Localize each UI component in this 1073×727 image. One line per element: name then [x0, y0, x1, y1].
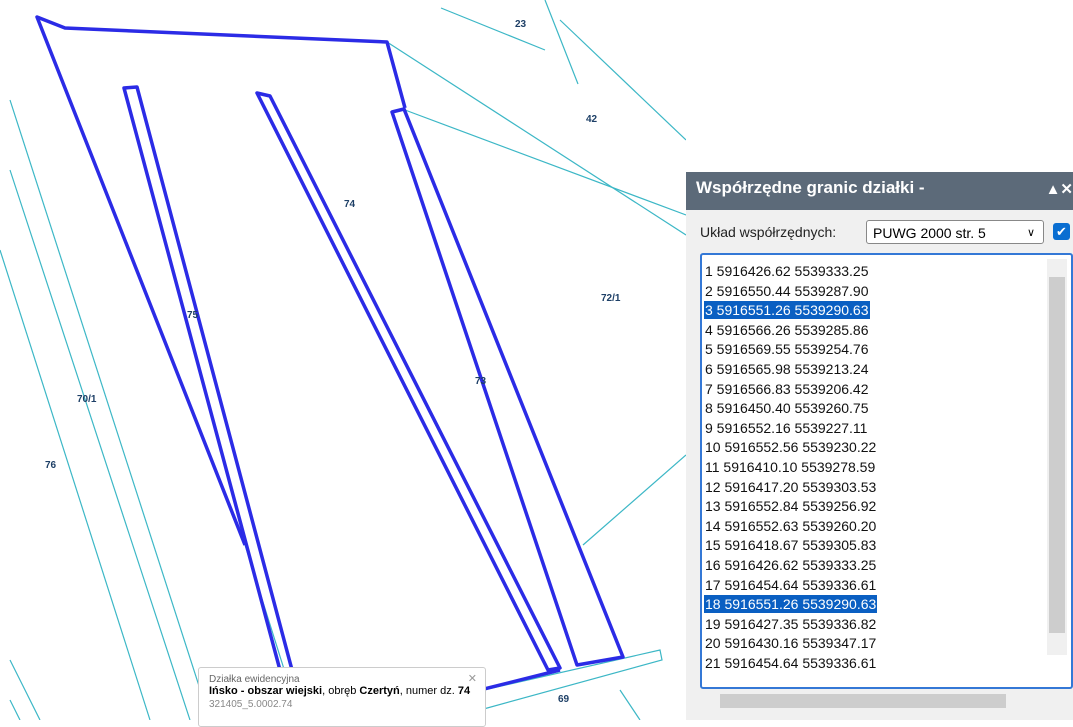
horizontal-scrollbar[interactable] [700, 690, 1073, 712]
popup-description: Ińsko - obszar wiejski, obręb Czertyń, n… [209, 685, 475, 697]
popup-text: 74 [457, 685, 471, 697]
coordinate-row: 16 5916426.62 5539333.25 [705, 557, 877, 573]
coordinate-row: 6 5916565.98 5539213.24 [705, 361, 869, 377]
coordinate-row: 7 5916566.83 5539206.42 [705, 380, 869, 397]
selected-parcel [35, 15, 625, 702]
coordinate-row: 1 5916426.62 5539333.25 [705, 263, 869, 279]
coordinate-row: 11 5916410.10 5539278.59 [705, 459, 876, 475]
system-label: Układ współrzędnych: [700, 224, 837, 240]
parcel-borders [0, 0, 686, 720]
coordinates-panel: Współrzędne granic działki - ▲✕ Układ wsp… [686, 172, 1073, 720]
select-value: PUWG 2000 str. 5 [873, 225, 986, 241]
coordinate-row: 18 5916551.26 5539290.63 [704, 595, 878, 614]
popup-heading: Działka ewidencyjna [209, 674, 300, 685]
vertical-scrollbar[interactable] [1047, 259, 1067, 655]
coordinate-list[interactable]: 1 5916426.62 5539333.25 2 5916550.44 5539… [700, 253, 1073, 689]
coordinate-row: 20 5916430.16 5539347.17 [705, 635, 877, 652]
coordinate-row: 15 5916418.67 5539305.83 [705, 537, 877, 554]
parcel-label: 72/1 [601, 293, 621, 304]
coordinate-row: 4 5916566.26 5539285.86 [705, 321, 869, 338]
system-select[interactable]: PUWG 2000 str. 5 ∨ [866, 220, 1044, 244]
coordinate-row: 8 5916450.40 5539260.75 [705, 400, 869, 417]
coordinate-row: 3 5916551.26 5539290.63 [704, 301, 870, 320]
coordinate-row: 12 5916417.20 5539303.53 [705, 478, 877, 495]
parcel-popup: Działka ewidencyjna Ińsko - obszar wiejs… [198, 667, 486, 727]
panel-controls[interactable]: ▲✕ [1045, 181, 1073, 198]
parcel-label: 75 [187, 310, 199, 321]
parcel-label: 73 [475, 376, 487, 387]
parcel-label: 42 [586, 114, 598, 125]
popup-text: , obręb [322, 685, 360, 697]
popup-text: Ińsko - obszar wiejski [209, 685, 323, 697]
coordinate-row: 21 5916454.64 5539336.61 [705, 655, 877, 671]
coordinate-row: 14 5916552.63 5539260.20 [705, 517, 877, 534]
coordinate-row: 13 5916552.84 5539256.92 [705, 498, 877, 515]
panel-title: Współrzędne granic działki - [696, 178, 925, 197]
coordinate-row: 10 5916552.56 5539230.22 [705, 439, 877, 456]
scroll-thumb[interactable] [1049, 277, 1065, 633]
parcel-label: 74 [344, 199, 356, 210]
popup-text: Czertyń [359, 685, 400, 697]
panel-header: Współrzędne granic działki - ▲✕ [686, 172, 1073, 210]
scroll-thumb[interactable] [720, 694, 1006, 708]
popup-id: 321405_5.0002.74 [209, 699, 293, 710]
parcel-label: 69 [558, 694, 570, 705]
select-arrow: ∨ [1026, 227, 1035, 239]
coordinate-row: 5 5916569.55 5539254.76 [705, 341, 869, 358]
close-button[interactable]: ✕ [467, 673, 477, 685]
coordinate-row: 2 5916550.44 5539287.90 [705, 282, 869, 299]
parcel-label: 76 [45, 460, 57, 471]
map[interactable]: 23 42 74 72/1 75 73 70/1 76 69 [0, 0, 686, 720]
popup-text: , numer dz. [399, 685, 458, 697]
parcel-label: 70/1 [77, 394, 97, 405]
coordinate-row: 19 5916427.35 5539336.82 [705, 615, 877, 632]
coordinate-row: 9 5916552.16 5539227.11 [705, 419, 868, 436]
coordinate-row: 17 5916454.64 5539336.61 [705, 576, 877, 593]
checkbox[interactable]: ✔ [1053, 223, 1070, 240]
parcel-label: 23 [515, 19, 527, 30]
